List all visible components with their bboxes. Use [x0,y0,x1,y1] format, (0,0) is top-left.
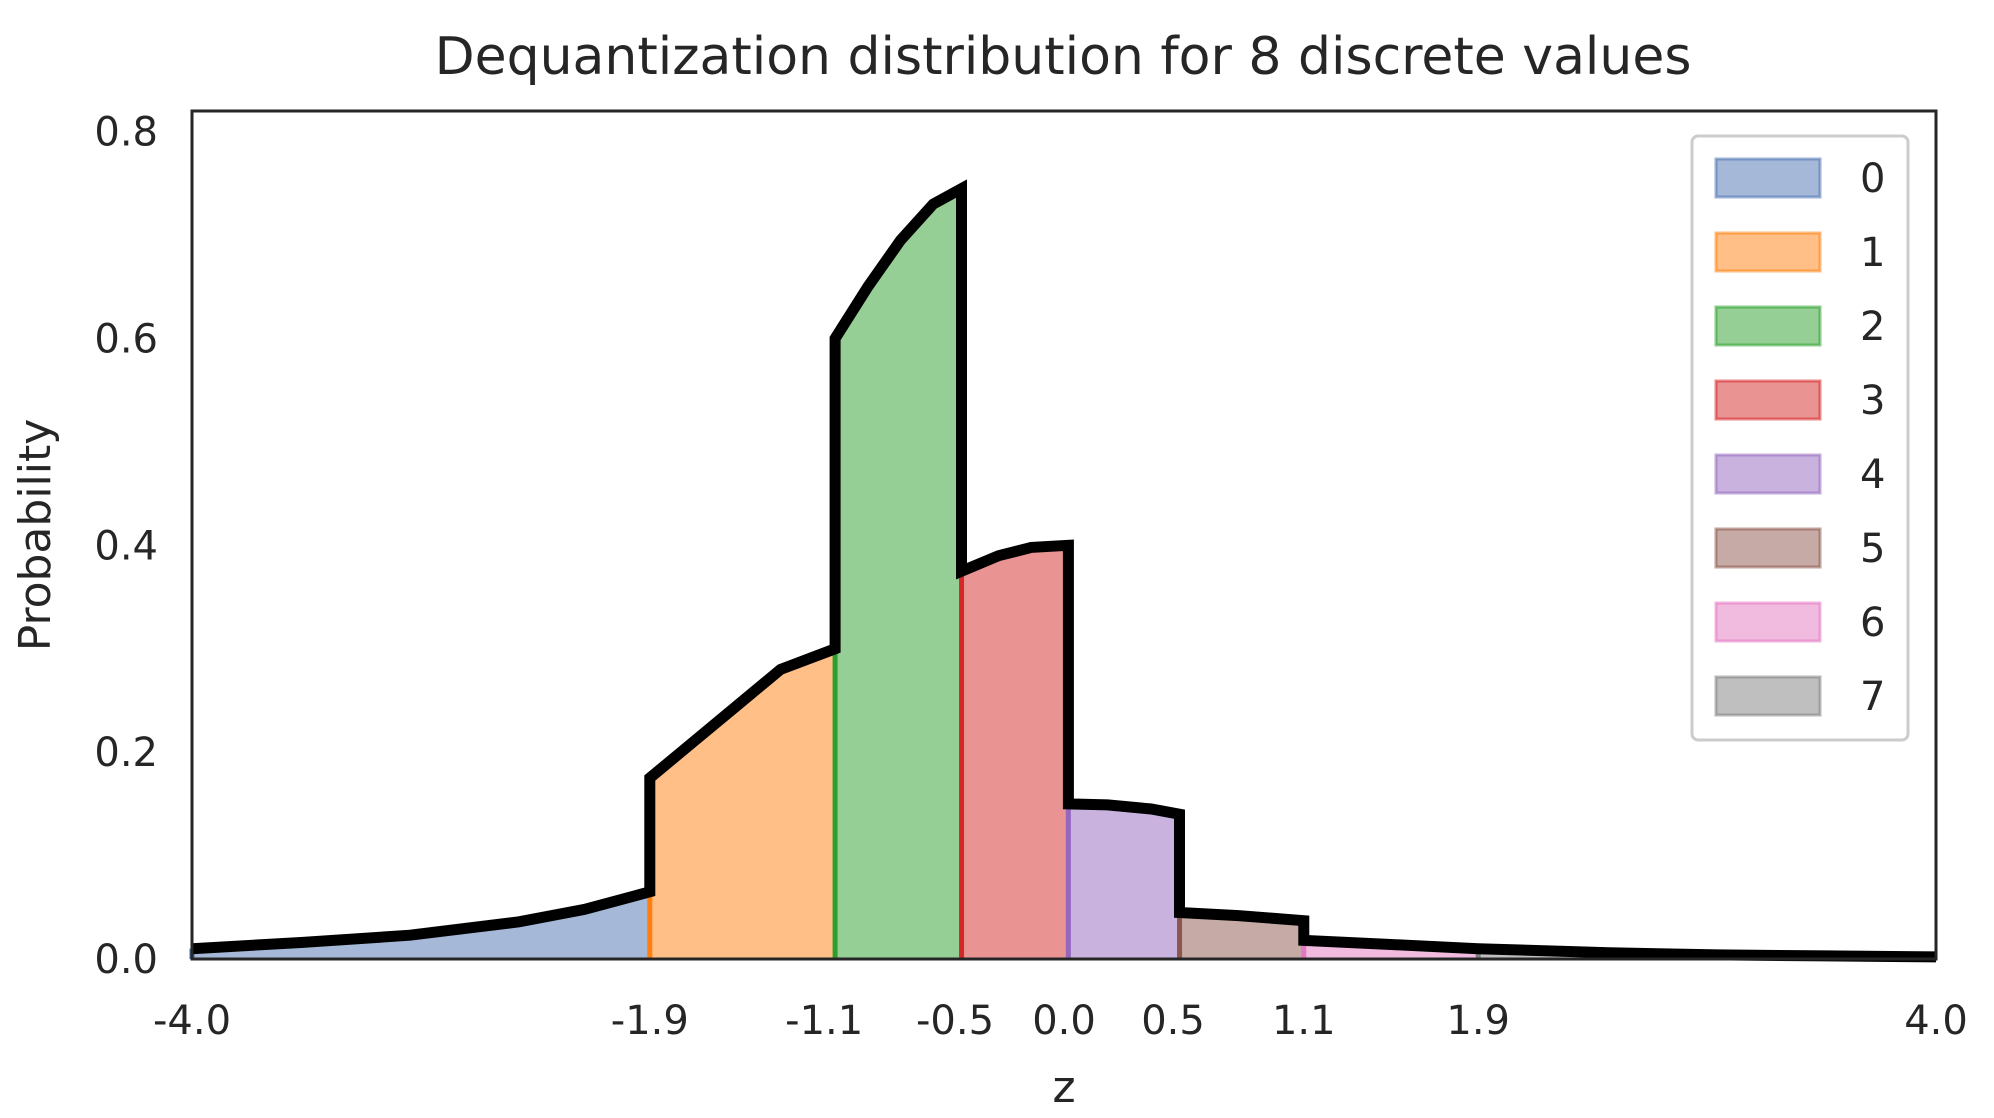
legend-label-5: 5 [1860,526,1885,572]
chart-title: Dequantization distribution for 8 discre… [435,27,1692,87]
y-tick-label: 0.4 [94,523,158,569]
y-axis-ticks: 0.0 0.2 0.4 0.6 0.8 [94,110,158,983]
area-series-2 [835,188,962,960]
area-series-5 [1179,912,1304,959]
x-axis-ticks: -4.0 -1.9 -1.1 -0.5 0.0 0.5 1.1 1.9 4.0 [153,998,1968,1044]
x-tick-label: -1.1 [785,998,863,1044]
x-tick-label: 0.0 [1032,998,1096,1044]
legend: 0 1 2 3 4 5 6 7 [1690,134,1910,742]
area-series-4 [1068,803,1180,959]
y-tick-label: 0.6 [94,317,158,363]
x-tick-label: -4.0 [153,998,231,1044]
legend-swatch-5 [1714,527,1822,569]
y-tick-label: 0.0 [94,937,158,983]
x-tick-label: 1.9 [1446,998,1510,1044]
legend-swatch-4 [1714,453,1822,495]
density-outline [191,179,1937,963]
legend-swatch-0 [1714,157,1822,199]
legend-swatch-2 [1714,305,1822,347]
legend-swatch-3 [1714,379,1822,421]
x-tick-label: -1.9 [611,998,689,1044]
legend-items: 0 1 2 3 4 5 6 7 [1714,156,1885,720]
plot-frame [190,109,1938,961]
x-tick-label: 1.1 [1272,998,1336,1044]
x-axis-label: z [1052,1062,1075,1113]
legend-label-3: 3 [1860,378,1885,424]
legend-swatch-6 [1714,601,1822,643]
y-tick-label: 0.2 [94,730,158,776]
area-series-1 [649,648,836,959]
x-tick-label: 4.0 [1904,998,1968,1044]
x-tick-label: 0.5 [1141,998,1205,1044]
legend-label-4: 4 [1860,452,1885,498]
legend-label-6: 6 [1860,600,1885,646]
legend-label-1: 1 [1860,230,1885,276]
legend-label-7: 7 [1860,674,1885,720]
x-tick-label: -0.5 [916,998,994,1044]
series-areas [192,188,1936,960]
y-tick-label: 0.8 [94,110,158,156]
legend-label-2: 2 [1860,304,1885,350]
area-series-3 [961,545,1069,959]
legend-label-0: 0 [1860,156,1885,202]
y-axis-label: Probability [10,419,61,652]
legend-box [1690,134,1910,742]
legend-swatch-7 [1714,675,1822,717]
legend-swatch-1 [1714,231,1822,273]
